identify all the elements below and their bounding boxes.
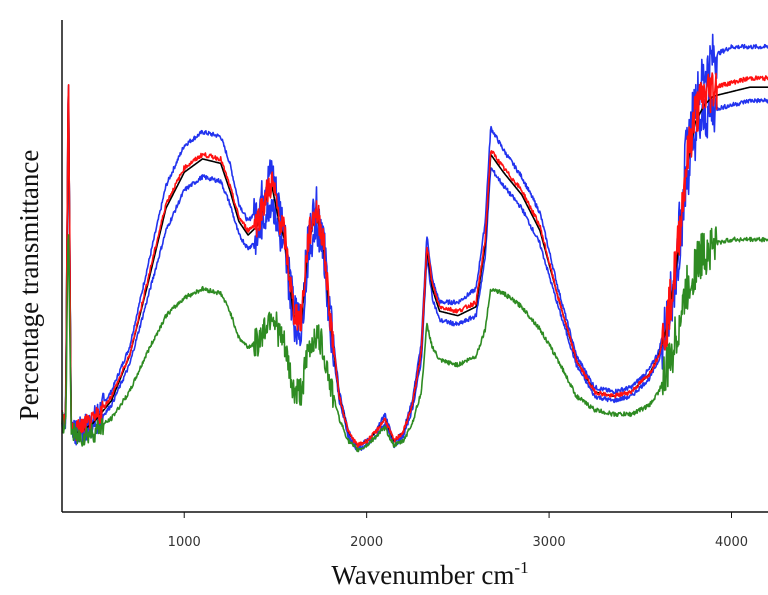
x-axis-title: Wavenumber cm-1	[331, 558, 528, 590]
tick-layer: 1000 2000 3000 4000	[168, 512, 748, 550]
x-tick-label: 2000	[350, 535, 383, 550]
series-line-4	[61, 72, 768, 449]
x-tick-label: 1000	[168, 535, 201, 550]
series-layer	[61, 33, 768, 453]
x-tick-label: 3000	[533, 535, 566, 550]
x-tick-label: 4000	[715, 535, 748, 550]
x-axis-title-main: Wavenumber cm	[331, 560, 514, 590]
series-line-5	[61, 226, 768, 453]
x-axis-title-superscript: -1	[514, 558, 528, 577]
series-line-1	[61, 33, 768, 448]
series-line-2	[61, 88, 768, 452]
y-axis-title: Percentage transmittance	[14, 150, 44, 421]
